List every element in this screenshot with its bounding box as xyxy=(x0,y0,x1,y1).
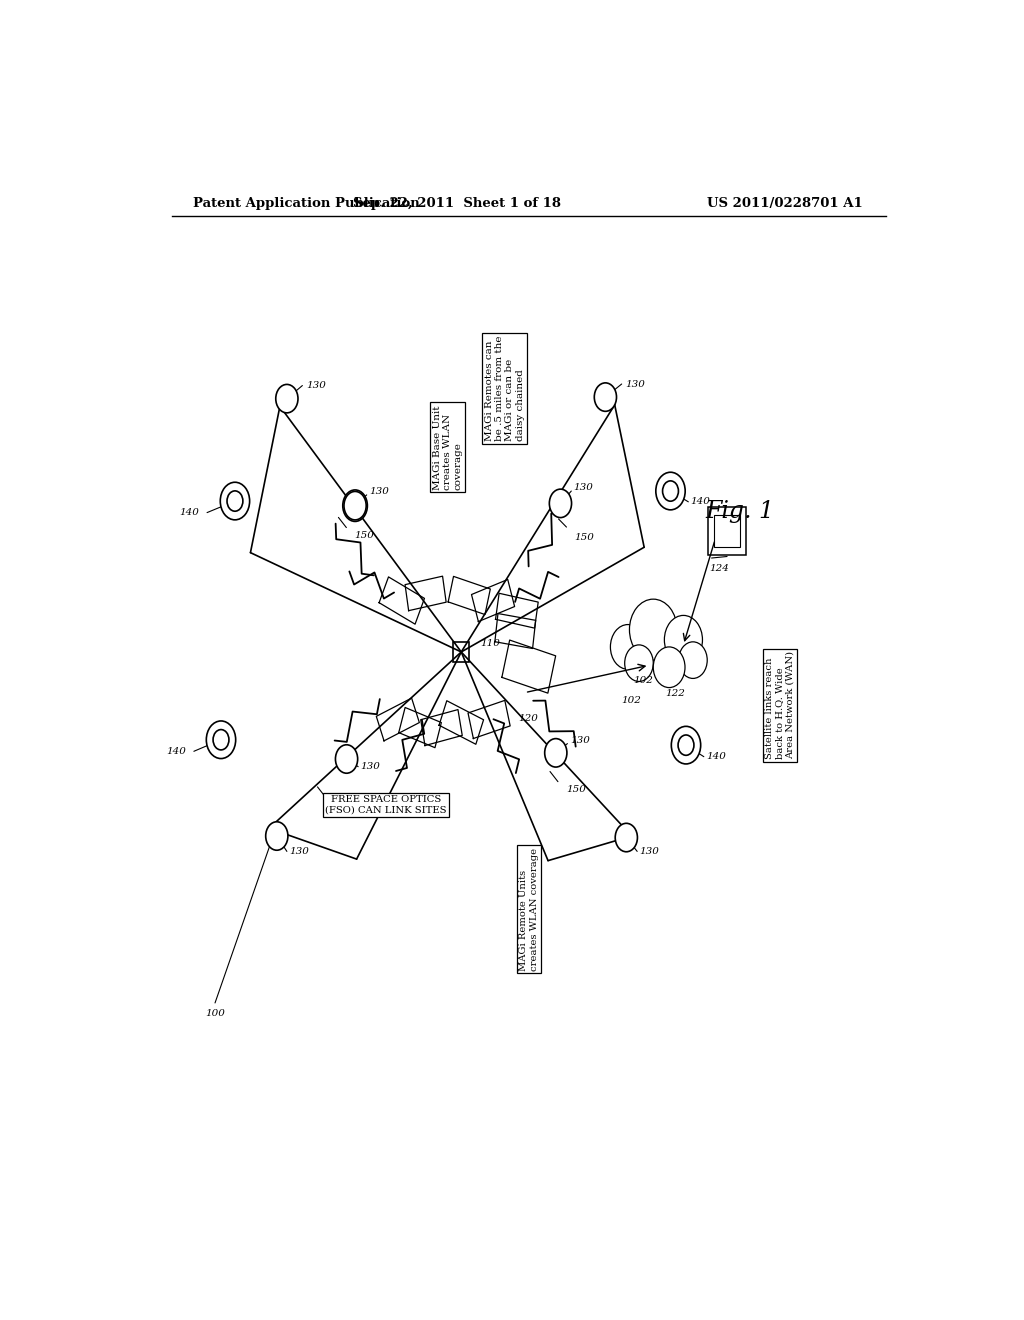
Text: 140: 140 xyxy=(707,752,726,762)
Circle shape xyxy=(220,482,250,520)
Text: Sep. 22, 2011  Sheet 1 of 18: Sep. 22, 2011 Sheet 1 of 18 xyxy=(353,197,561,210)
Circle shape xyxy=(594,383,616,412)
Circle shape xyxy=(545,739,567,767)
Text: Fig. 1: Fig. 1 xyxy=(706,499,774,523)
Circle shape xyxy=(213,730,229,750)
Text: 140: 140 xyxy=(179,508,199,517)
Text: 130: 130 xyxy=(573,483,594,492)
Text: 140: 140 xyxy=(691,498,711,507)
Text: MAGi Remotes can
be .5 miles from the
MAGi or can be
daisy chained: MAGi Remotes can be .5 miles from the MA… xyxy=(484,335,524,441)
Text: 110: 110 xyxy=(480,639,500,648)
Circle shape xyxy=(275,384,298,413)
Text: 130: 130 xyxy=(289,847,309,855)
Circle shape xyxy=(615,824,637,851)
Text: 102: 102 xyxy=(622,696,641,705)
Circle shape xyxy=(672,726,700,764)
Text: 120: 120 xyxy=(518,714,539,722)
Circle shape xyxy=(349,498,361,513)
Text: 150: 150 xyxy=(566,785,586,795)
Circle shape xyxy=(336,744,357,774)
Text: 102: 102 xyxy=(634,676,653,685)
Bar xyxy=(454,642,469,663)
Text: 130: 130 xyxy=(306,381,327,389)
Text: 124: 124 xyxy=(710,564,729,573)
Circle shape xyxy=(625,645,653,681)
Text: 130: 130 xyxy=(369,487,389,496)
Text: 100: 100 xyxy=(206,1008,225,1018)
Text: FREE SPACE OPTICS
(FSO) CAN LINK SITES: FREE SPACE OPTICS (FSO) CAN LINK SITES xyxy=(326,796,446,814)
Circle shape xyxy=(678,735,694,755)
Bar xyxy=(715,515,739,548)
Text: 130: 130 xyxy=(640,847,659,855)
Text: MAGi Base Unit
creates WLAN
coverage: MAGi Base Unit creates WLAN coverage xyxy=(432,405,463,490)
Text: 130: 130 xyxy=(360,762,381,771)
Bar xyxy=(708,507,746,556)
Text: Satellite links reach
back to H.Q. Wide
Area Network (WAN): Satellite links reach back to H.Q. Wide … xyxy=(765,651,795,759)
Circle shape xyxy=(206,721,236,759)
Circle shape xyxy=(343,490,368,521)
Text: Patent Application Publication: Patent Application Publication xyxy=(194,197,420,210)
Circle shape xyxy=(665,615,702,664)
Text: 150: 150 xyxy=(334,801,353,809)
Text: 130: 130 xyxy=(625,380,645,388)
Circle shape xyxy=(679,642,708,678)
Text: 130: 130 xyxy=(569,737,590,744)
Circle shape xyxy=(655,473,685,510)
Circle shape xyxy=(344,491,367,520)
Circle shape xyxy=(549,490,571,517)
Circle shape xyxy=(663,480,679,502)
Text: 150: 150 xyxy=(354,531,374,540)
Circle shape xyxy=(653,647,685,688)
Circle shape xyxy=(265,822,288,850)
Circle shape xyxy=(630,599,677,660)
Circle shape xyxy=(227,491,243,511)
Text: US 2011/0228701 A1: US 2011/0228701 A1 xyxy=(708,197,863,210)
Text: 122: 122 xyxy=(666,689,685,698)
Circle shape xyxy=(610,624,645,669)
Text: MAGi Remote Units
creates WLAN coverage: MAGi Remote Units creates WLAN coverage xyxy=(519,847,539,970)
Text: 150: 150 xyxy=(574,533,594,541)
Text: 140: 140 xyxy=(166,747,186,756)
